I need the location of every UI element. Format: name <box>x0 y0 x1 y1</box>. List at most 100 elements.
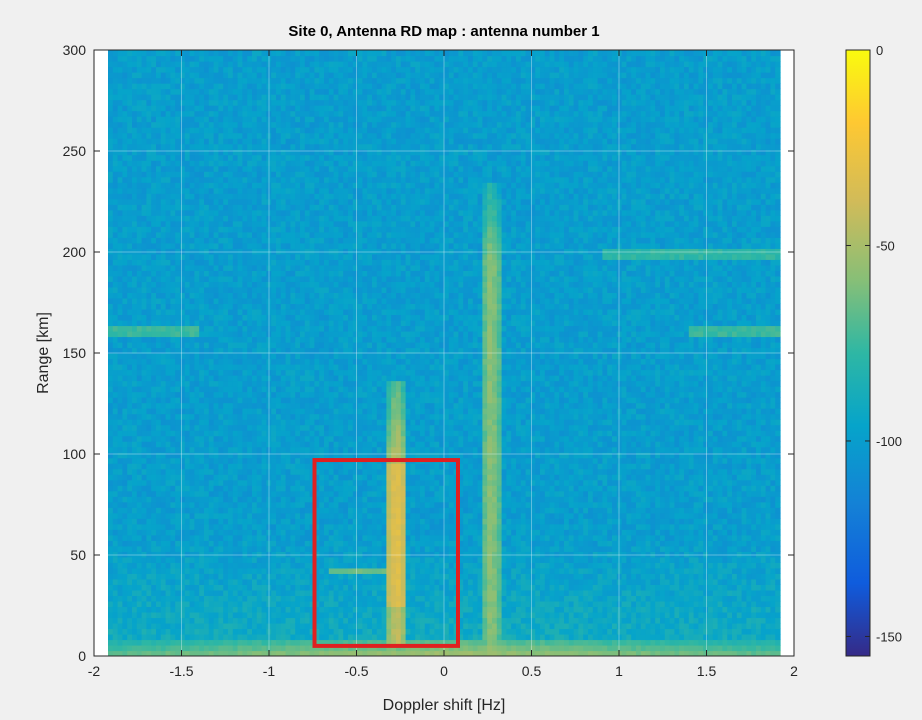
heatmap-cell <box>165 132 171 139</box>
heatmap-cell <box>314 83 320 90</box>
heatmap-cell <box>189 353 195 360</box>
heatmap-cell <box>127 198 133 205</box>
heatmap-cell <box>319 474 325 481</box>
heatmap-cell <box>151 187 157 194</box>
heatmap-cell <box>141 551 147 558</box>
heatmap-cell <box>247 567 253 574</box>
heatmap-cell <box>319 127 325 134</box>
heatmap-cell <box>132 193 138 200</box>
heatmap-cell <box>184 430 191 437</box>
heatmap-cell <box>108 611 114 619</box>
heatmap-cell <box>276 226 282 233</box>
heatmap-cell <box>127 264 133 271</box>
heatmap-cell <box>160 286 167 293</box>
heatmap-cell <box>208 297 215 305</box>
heatmap-cell <box>175 127 181 134</box>
heatmap-cell <box>189 193 195 200</box>
heatmap-cell <box>180 540 186 547</box>
heatmap-cell <box>160 209 167 216</box>
heatmap-cell <box>108 204 114 211</box>
heatmap-cell <box>300 402 306 409</box>
heatmap-cell <box>319 193 325 200</box>
heatmap-cell <box>232 441 239 448</box>
heatmap-cell <box>170 364 176 371</box>
heatmap-cell <box>122 215 128 222</box>
heatmap-cell <box>170 325 176 332</box>
heatmap-cell <box>204 622 210 630</box>
heatmap-cell <box>247 413 253 420</box>
heatmap-cell <box>165 292 171 299</box>
heatmap-cell <box>300 55 306 62</box>
heatmap-cell <box>184 617 191 624</box>
heatmap-cell <box>122 441 128 448</box>
heatmap-cell <box>285 259 291 266</box>
heatmap-cell <box>280 193 287 200</box>
heatmap-cell <box>180 545 186 552</box>
heatmap-cell <box>117 237 123 244</box>
heatmap-cell <box>295 523 301 530</box>
heatmap-cell <box>204 534 210 541</box>
heatmap-cell <box>314 419 320 426</box>
heatmap-cell <box>170 446 176 453</box>
heatmap-cell <box>242 303 248 310</box>
heatmap-cell <box>309 176 315 183</box>
heatmap-cell <box>223 242 229 249</box>
heatmap-cell <box>208 419 215 426</box>
heatmap-cell <box>204 556 210 563</box>
heatmap-cell <box>189 375 195 382</box>
heatmap-cell <box>122 490 128 497</box>
heatmap-cell <box>276 358 282 365</box>
heatmap-cell <box>261 639 267 646</box>
heatmap-cell <box>252 341 258 349</box>
heatmap-cell <box>228 193 234 200</box>
heatmap-cell <box>213 545 219 552</box>
heatmap-cell <box>213 105 219 112</box>
heatmap-cell <box>271 171 277 178</box>
heatmap-cell <box>175 297 181 305</box>
heatmap-cell <box>237 220 243 227</box>
heatmap-cell <box>189 281 195 288</box>
heatmap-cell <box>228 468 234 475</box>
heatmap-cell <box>184 518 191 525</box>
heatmap-cell <box>271 242 277 249</box>
heatmap-cell <box>180 650 186 656</box>
heatmap-cell <box>112 165 119 172</box>
heatmap-cell <box>117 402 123 409</box>
heatmap-cell <box>304 88 311 95</box>
heatmap-cell <box>160 55 167 62</box>
heatmap-cell <box>256 369 263 376</box>
heatmap-cell <box>170 468 176 475</box>
heatmap-cell <box>108 270 114 277</box>
heatmap-cell <box>112 507 119 514</box>
heatmap-cell <box>319 286 325 293</box>
heatmap-cell <box>285 617 291 624</box>
heatmap-cell <box>160 551 167 558</box>
heatmap-cell <box>266 66 272 73</box>
heatmap-cell <box>208 347 215 354</box>
heatmap-cell <box>136 529 143 536</box>
heatmap-cell <box>122 468 128 475</box>
heatmap-cell <box>213 281 219 288</box>
heatmap-cell <box>247 397 253 404</box>
heatmap-cell <box>242 66 248 73</box>
heatmap-cell <box>237 50 243 57</box>
heatmap-cell <box>266 463 272 470</box>
heatmap-cell <box>280 83 287 90</box>
heatmap-cell <box>319 154 325 161</box>
heatmap-cell <box>122 154 128 161</box>
heatmap-cell <box>146 545 152 552</box>
heatmap-cell <box>314 171 320 178</box>
heatmap-cell <box>304 138 311 145</box>
heatmap-cell <box>194 138 200 145</box>
heatmap-cell <box>141 83 147 90</box>
heatmap-cell <box>295 562 301 569</box>
heatmap-cell <box>247 237 253 244</box>
heatmap-cell <box>271 523 277 530</box>
heatmap-cell <box>309 94 315 101</box>
heatmap-cell <box>290 540 296 547</box>
heatmap-cell <box>300 490 306 497</box>
heatmap-cell <box>122 628 128 635</box>
heatmap-cell <box>160 204 167 211</box>
heatmap-cell <box>170 50 176 57</box>
heatmap-cell <box>204 650 210 656</box>
